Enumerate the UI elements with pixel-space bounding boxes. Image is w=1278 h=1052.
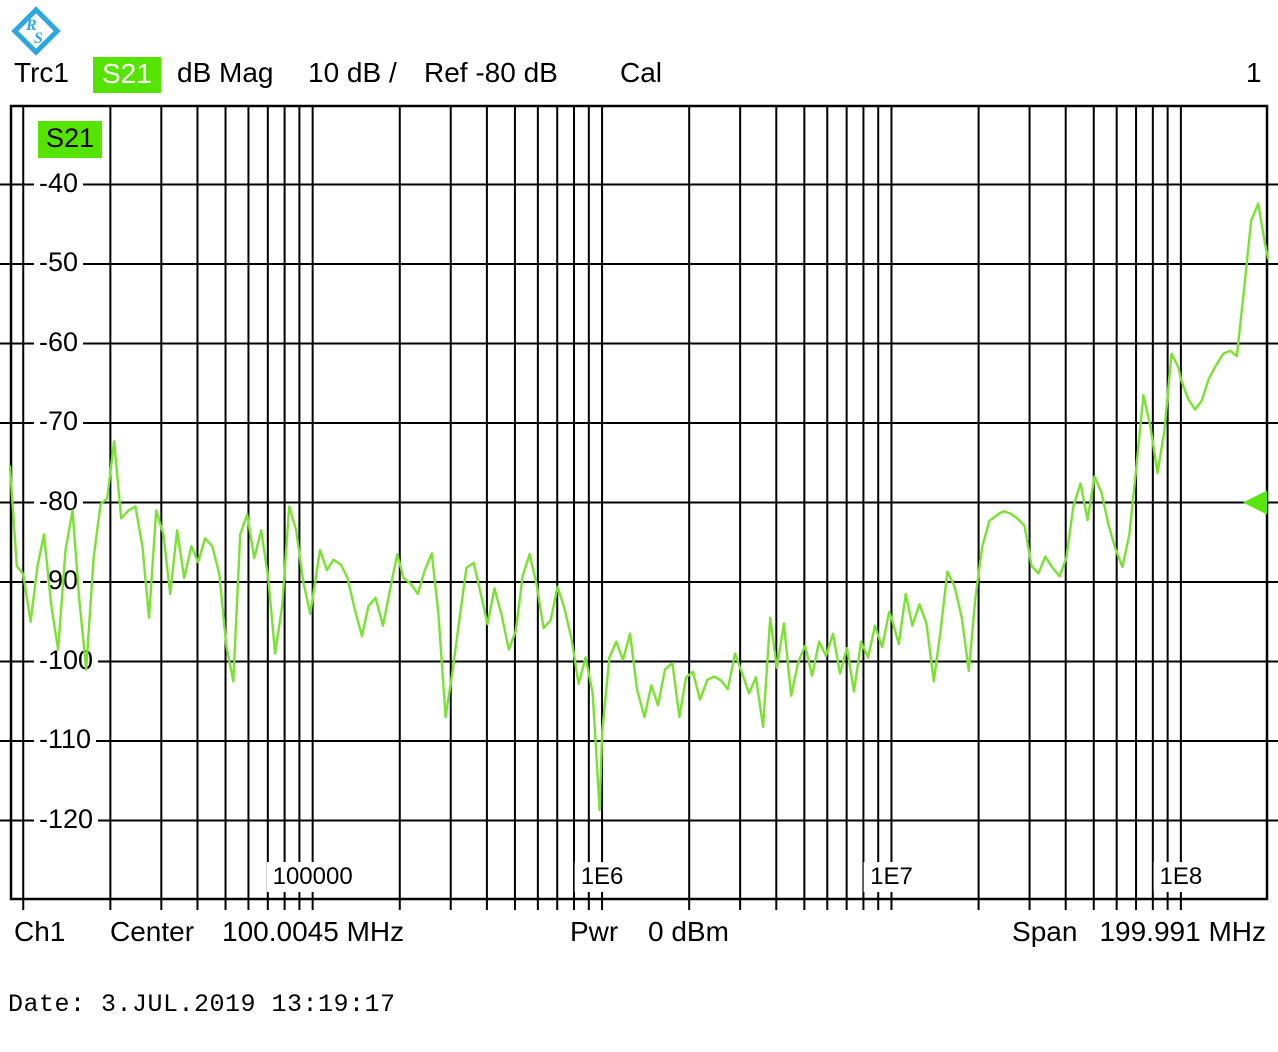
- hardcopy-date-line: Date: 3.JUL.2019 13:19:17: [8, 990, 396, 1019]
- plot-s21-chip[interactable]: S21: [38, 121, 103, 158]
- trace-ref-level[interactable]: Ref -80 dB: [424, 57, 558, 88]
- span-group[interactable]: Span 199.991 MHz: [1012, 916, 1266, 948]
- cal-status-label: Cal: [620, 57, 663, 88]
- span-label[interactable]: Span: [1012, 916, 1078, 947]
- trace-header: Trc1 S21 dB Mag 10 dB / Ref -80 dB Cal 1: [0, 55, 1278, 95]
- ref-level-marker-triangle[interactable]: [1243, 490, 1267, 515]
- trace-format[interactable]: dB Mag: [177, 57, 274, 88]
- span-value[interactable]: 199.991 MHz: [1099, 916, 1266, 947]
- trace-scale[interactable]: 10 dB /: [308, 57, 397, 88]
- s21-measurement-chip[interactable]: S21: [93, 57, 161, 93]
- center-freq-label[interactable]: Center: [110, 916, 195, 947]
- window-number: 1: [1246, 57, 1262, 88]
- power-value[interactable]: 0 dBm: [648, 916, 729, 947]
- trace-name[interactable]: Trc1: [14, 57, 69, 88]
- rs-logo-icon: R S: [8, 3, 64, 59]
- channel-label[interactable]: Ch1: [14, 916, 66, 947]
- power-label[interactable]: Pwr: [570, 916, 619, 947]
- s21-trace: [8, 202, 1270, 812]
- center-freq-value[interactable]: 100.0045 MHz: [222, 916, 405, 947]
- svg-text:S: S: [34, 30, 43, 47]
- channel-status-bar: Ch1 Center 100.0045 MHz Pwr 0 dBm Span 19…: [0, 914, 1278, 952]
- svg-text:R: R: [25, 17, 37, 34]
